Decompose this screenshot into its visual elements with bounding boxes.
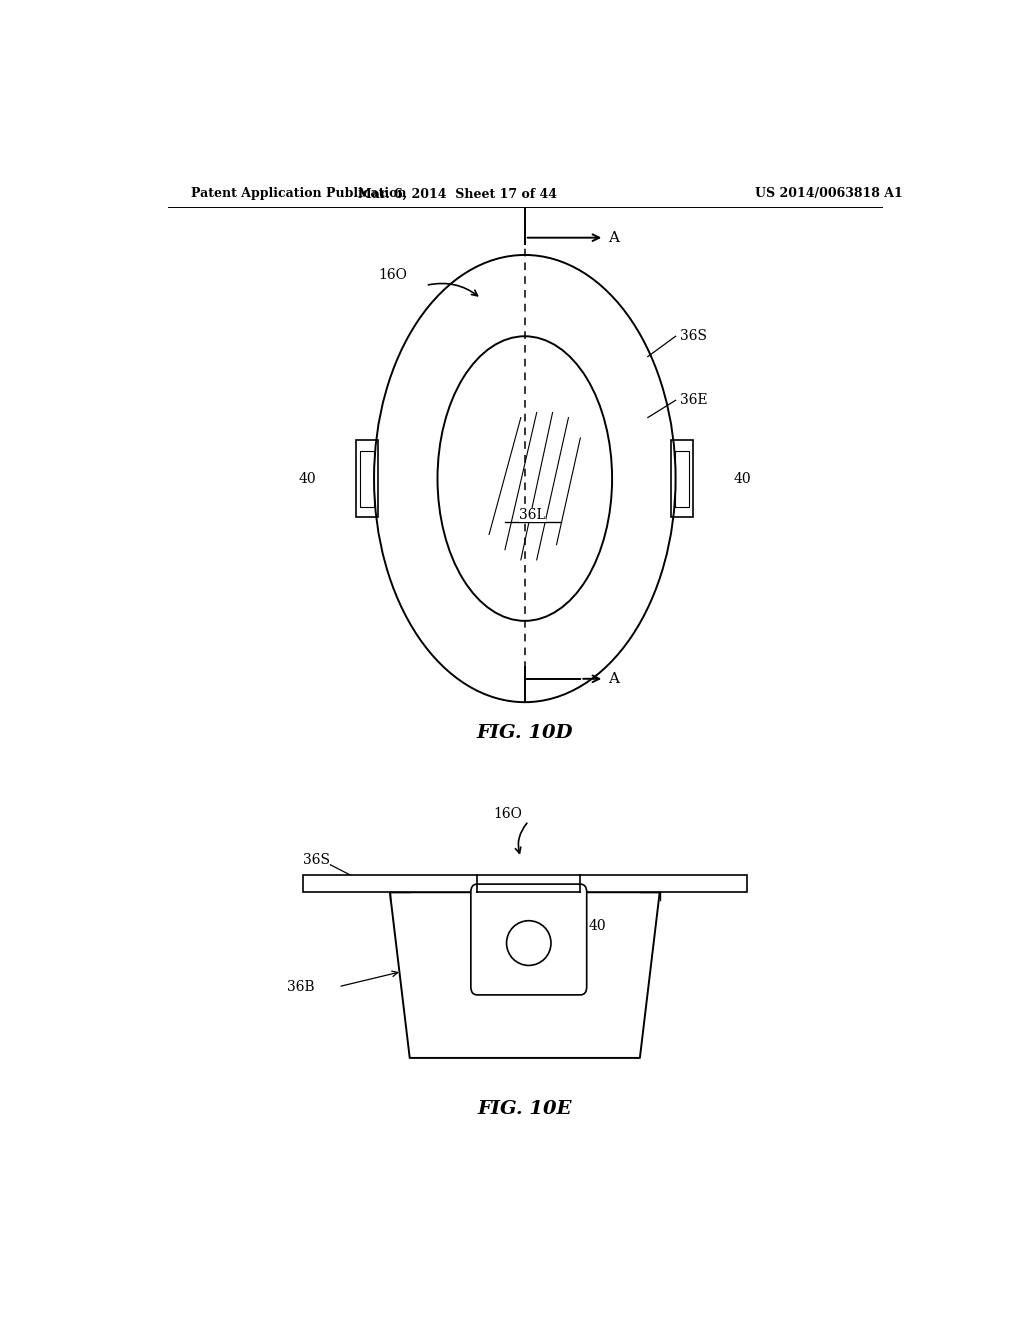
Text: 40: 40 bbox=[733, 471, 752, 486]
Text: 40: 40 bbox=[298, 471, 316, 486]
Text: Mar. 6, 2014  Sheet 17 of 44: Mar. 6, 2014 Sheet 17 of 44 bbox=[357, 187, 557, 201]
Text: 36L: 36L bbox=[519, 508, 546, 523]
Bar bbox=[675, 450, 689, 507]
Text: 40: 40 bbox=[588, 919, 606, 933]
Bar bbox=[303, 875, 748, 892]
Text: 36S: 36S bbox=[303, 853, 330, 867]
Text: 36B: 36B bbox=[287, 979, 314, 994]
Text: A: A bbox=[608, 231, 620, 244]
Bar bbox=[356, 441, 379, 516]
FancyBboxPatch shape bbox=[471, 884, 587, 995]
Text: 16O: 16O bbox=[378, 268, 407, 282]
Bar bbox=[360, 450, 375, 507]
Text: 36E: 36E bbox=[680, 393, 708, 408]
Text: US 2014/0063818 A1: US 2014/0063818 A1 bbox=[755, 187, 903, 201]
Text: Patent Application Publication: Patent Application Publication bbox=[191, 187, 407, 201]
Text: 16O: 16O bbox=[494, 807, 522, 821]
Text: FIG. 10E: FIG. 10E bbox=[477, 1100, 572, 1118]
Text: FIG. 10D: FIG. 10D bbox=[476, 723, 573, 742]
Text: A: A bbox=[608, 672, 620, 686]
Text: 36S: 36S bbox=[680, 329, 707, 343]
Bar bbox=[671, 441, 693, 516]
